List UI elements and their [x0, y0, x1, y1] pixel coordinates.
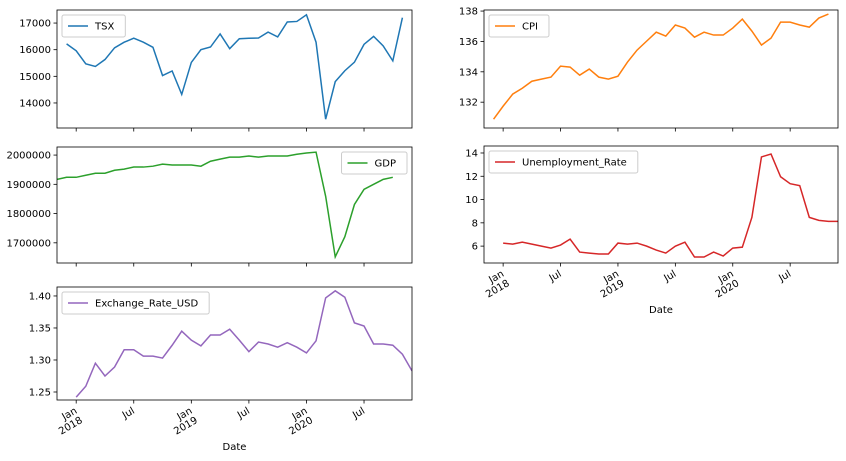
- x-tick-label: Jan 2019: [591, 269, 627, 302]
- axes-frame: [483, 9, 839, 129]
- x-tick-label: Jul: [235, 406, 252, 422]
- subplot: 14000 15000 16000 17000 TSX: [19, 9, 413, 132]
- subplot: 1700000 1800000 1900000 2000000 GDP: [6, 146, 413, 267]
- y-tick-label: 12: [465, 172, 478, 183]
- y-tick-label: 6: [472, 242, 478, 253]
- axes-frame: [483, 145, 839, 264]
- series-line: [492, 13, 829, 120]
- axes-frame: [56, 9, 413, 129]
- y-tick-label: 8: [472, 218, 478, 229]
- x-tick-label: Jul: [350, 406, 367, 422]
- legend-label: CPI: [522, 22, 538, 33]
- x-tick-label: Jul: [662, 269, 679, 285]
- legend-label: Unemployment_Rate: [522, 158, 627, 169]
- y-tick-label: 1.30: [29, 355, 51, 366]
- series-line: [503, 153, 838, 258]
- legend-box: [61, 291, 210, 315]
- x-tick-label: Jan 2020: [705, 269, 741, 302]
- y-tick-label: 1.40: [29, 291, 51, 302]
- legend-box: [488, 14, 550, 38]
- x-tick-label: Jan 2020: [279, 406, 315, 439]
- legend-box: [341, 151, 408, 175]
- legend-label: GDP: [375, 159, 396, 170]
- y-tick-label: 16000: [19, 45, 51, 56]
- x-tick-label: Jan 2018: [49, 406, 85, 439]
- legend: CPI: [488, 14, 550, 38]
- series-line: [75, 289, 412, 398]
- legend-box: [488, 150, 639, 174]
- y-tick-label: 2000000: [6, 151, 51, 162]
- y-tick-label: 1.35: [29, 323, 51, 334]
- y-tick-label: 134: [459, 67, 478, 78]
- legend: Exchange_Rate_USD: [61, 291, 210, 315]
- y-tick-label: 17000: [19, 19, 51, 30]
- y-tick-label: 14000: [19, 98, 51, 109]
- legend: TSX: [61, 14, 126, 38]
- y-tick-label: 15000: [19, 72, 51, 83]
- y-tick-label: 1.25: [29, 387, 51, 398]
- x-tick-label: Jul: [547, 269, 564, 285]
- y-tick-label: 132: [459, 98, 478, 109]
- x-axis-label: Date: [649, 305, 673, 316]
- axes-frame: [56, 286, 413, 401]
- x-tick-label: Jul: [120, 406, 137, 422]
- y-tick-label: 1700000: [6, 238, 51, 249]
- legend: GDP: [341, 151, 408, 175]
- subplot: 1.25 1.30 1.35 1.40 Jan 2018 Jul Jan 2019 Jul Ja…: [29, 286, 413, 453]
- subplot: 132 134 136 138 CPI: [459, 7, 839, 132]
- x-axis-label: Date: [223, 442, 247, 453]
- x-tick-label: Jan 2019: [164, 406, 200, 439]
- y-tick-label: 1900000: [6, 180, 51, 191]
- x-tick-label: Jul: [776, 269, 793, 285]
- subplot: 6 8 10 12 14 Jan 2018 Jul Jan 2019 Jul Jan 2020 Ju…: [465, 145, 839, 316]
- legend-box: [61, 14, 126, 38]
- legend-label: Exchange_Rate_USD: [95, 299, 198, 310]
- y-tick-label: 138: [459, 7, 478, 18]
- y-tick-label: 136: [459, 37, 478, 48]
- y-tick-label: 14: [465, 148, 478, 159]
- axes-frame: [56, 146, 413, 264]
- series-line: [66, 13, 404, 120]
- x-tick-label: Jan 2018: [476, 269, 512, 302]
- series-line: [57, 151, 393, 260]
- y-tick-label: 1800000: [6, 209, 51, 220]
- legend-label: TSX: [94, 22, 114, 33]
- y-tick-label: 10: [465, 195, 478, 206]
- legend: Unemployment_Rate: [488, 150, 639, 174]
